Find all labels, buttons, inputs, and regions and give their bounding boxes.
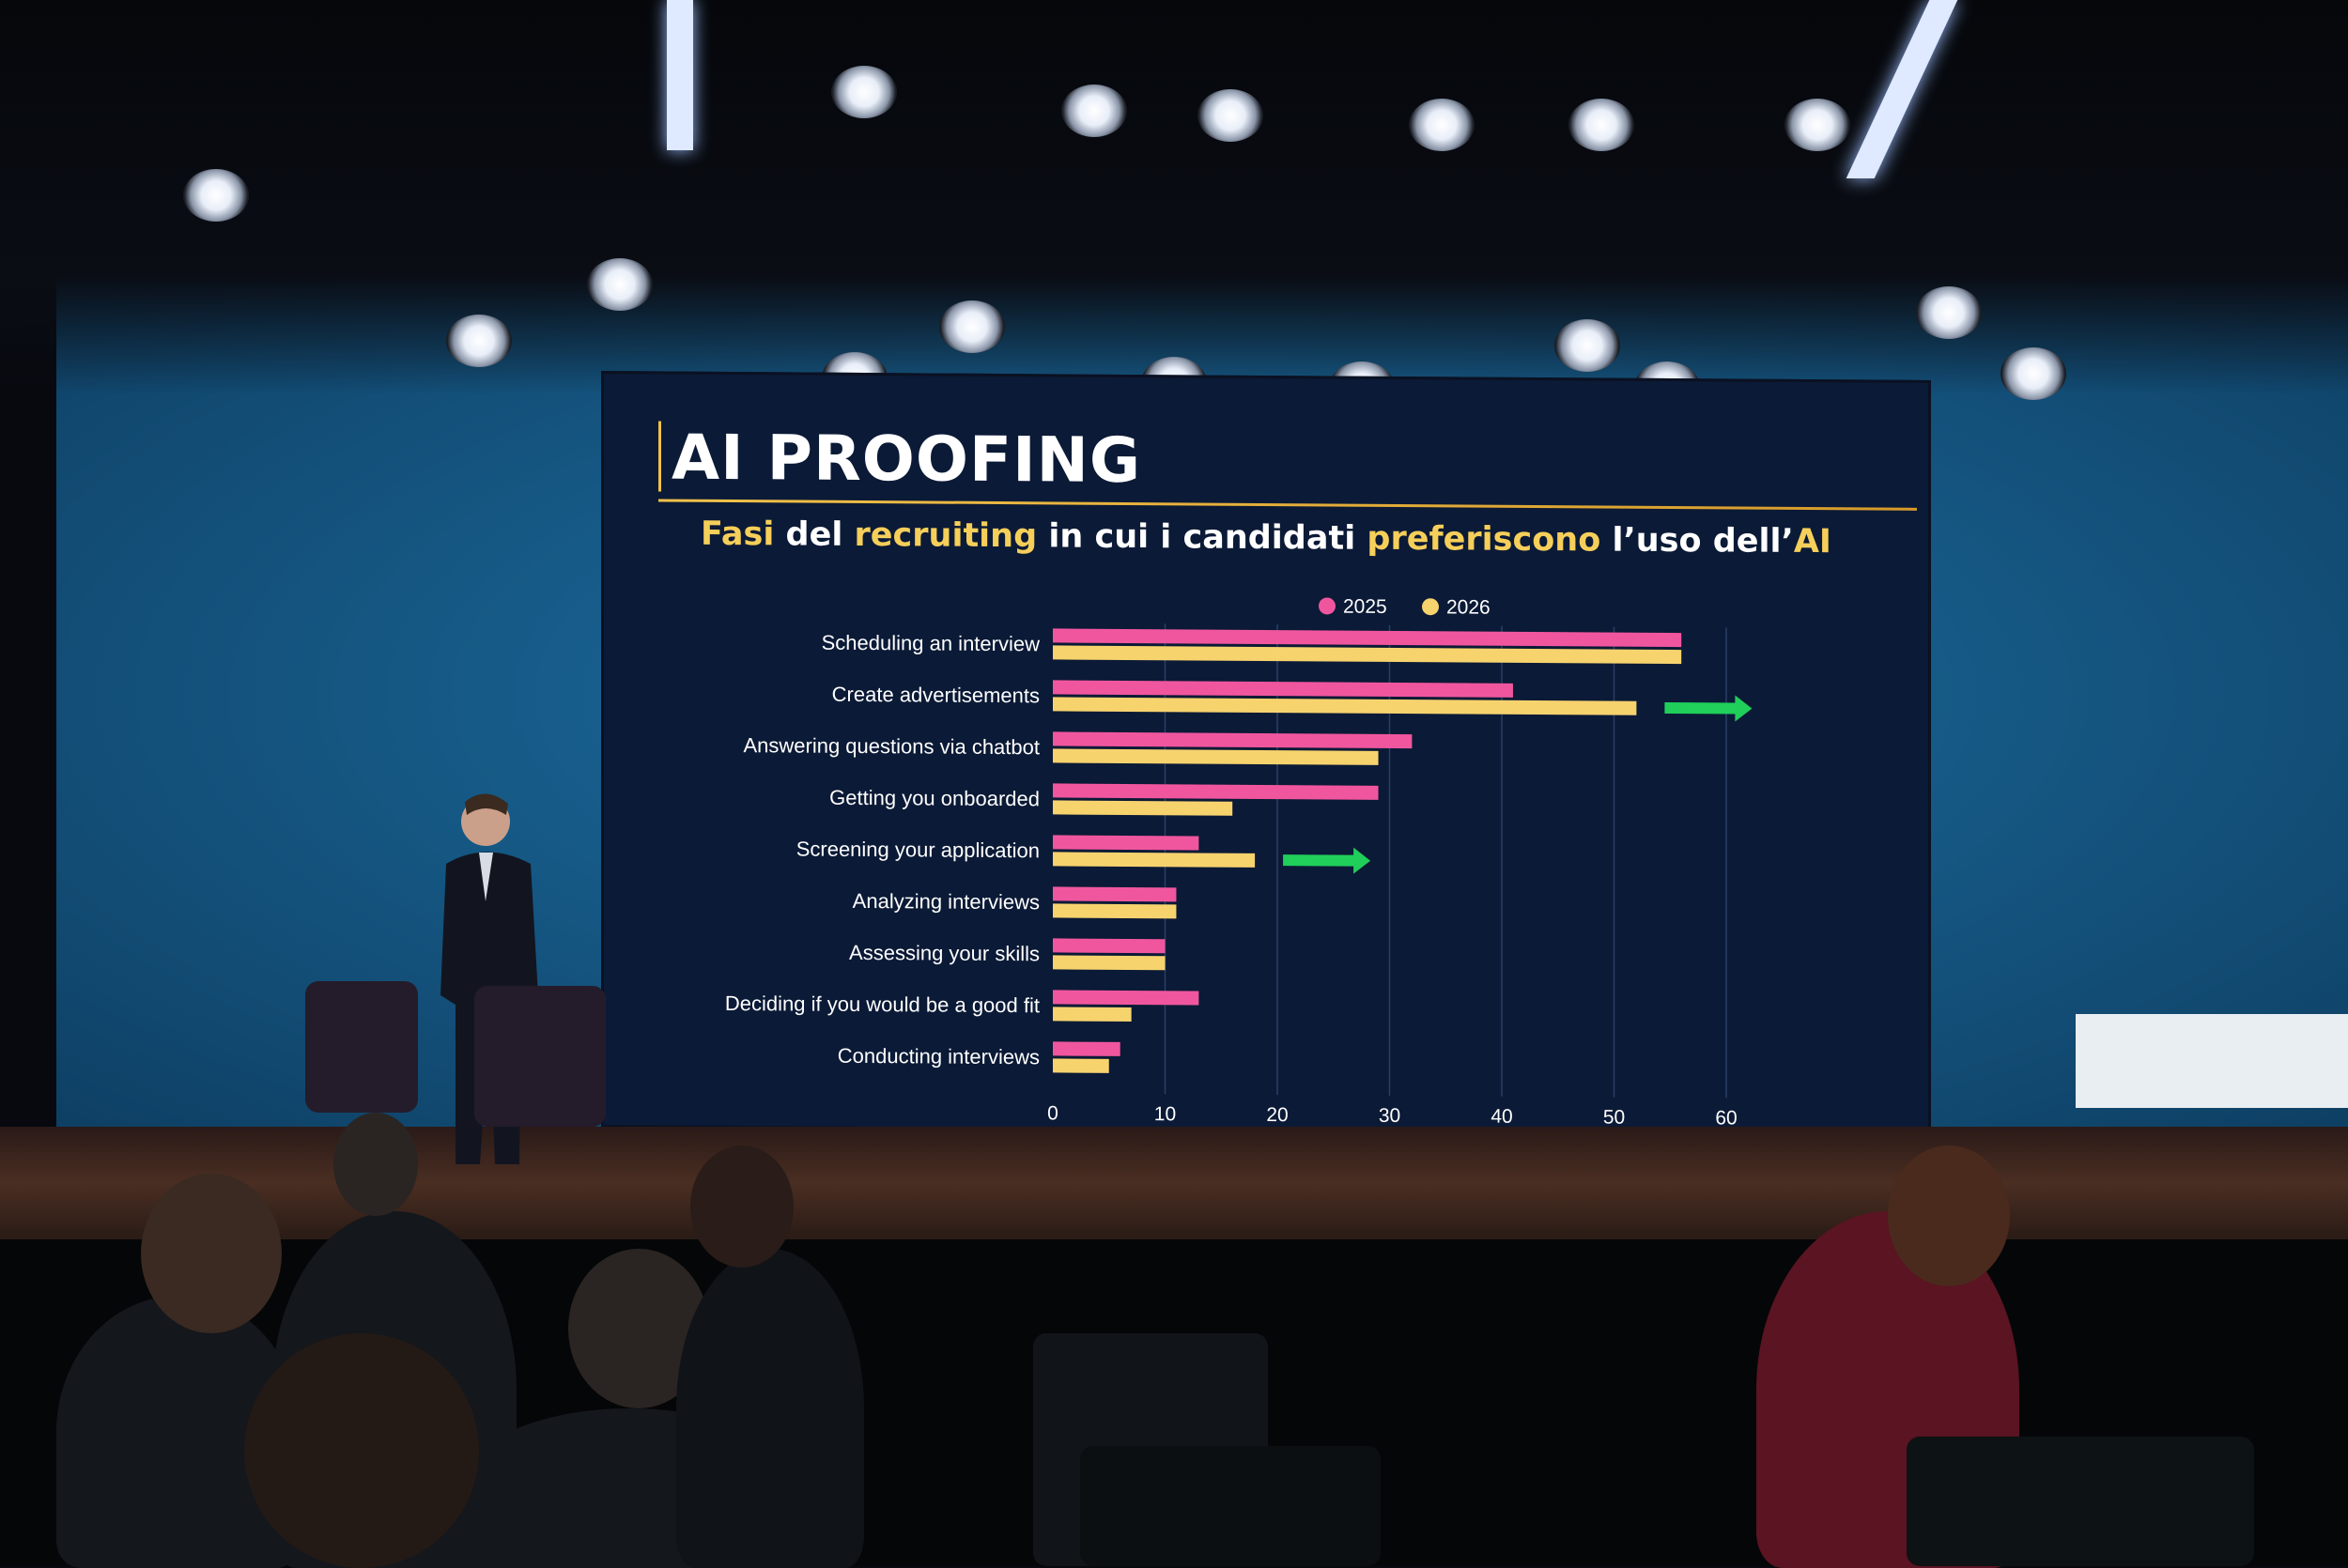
stage-light	[183, 169, 249, 222]
x-tick-label: 30	[1379, 1105, 1400, 1127]
bar-2025	[1053, 783, 1379, 800]
stage-light	[1197, 89, 1263, 142]
category-label: Analyzing interviews	[853, 889, 1040, 914]
bar-2025	[1053, 628, 1682, 648]
category-label: Create advertisements	[832, 683, 1040, 708]
green-arrow-icon	[1664, 695, 1753, 722]
stage-light	[1916, 286, 1982, 339]
x-tick-label: 10	[1154, 1103, 1176, 1125]
award-table	[2076, 1014, 2348, 1108]
stage-light	[831, 66, 897, 118]
bar-2025	[1053, 938, 1166, 954]
audience-chair	[1080, 1446, 1381, 1566]
bar-2025	[1053, 886, 1177, 902]
bar-2026	[1053, 1058, 1109, 1073]
x-tick-label: 50	[1603, 1107, 1625, 1129]
stage-light	[1784, 99, 1850, 151]
bar-2026	[1053, 645, 1682, 665]
bar-2026	[1053, 903, 1177, 919]
category-label: Answering questions via chatbot	[743, 733, 1040, 759]
stage-light	[587, 258, 653, 311]
armchair	[305, 981, 418, 1113]
category-label: Scheduling an interview	[822, 631, 1040, 656]
bar-2025	[1053, 990, 1199, 1006]
bar-chart: 0 10 20 30 40 50 60 2025 2026 Scheduling an inter…	[725, 596, 1753, 1130]
stage-light	[446, 315, 512, 367]
arrow-shape	[1283, 847, 1371, 874]
green-arrow-icon	[1283, 847, 1371, 874]
audience-head	[141, 1174, 282, 1333]
x-tick-label: 40	[1491, 1106, 1512, 1128]
bar-2025	[1053, 680, 1513, 698]
audience-chair	[1907, 1437, 2254, 1566]
arrow-shape	[1664, 695, 1753, 722]
legend-label: 2026	[1446, 596, 1491, 618]
armchair	[474, 986, 606, 1127]
stage-light	[1409, 99, 1475, 151]
ceiling-rig	[0, 0, 2348, 394]
stage-light	[2000, 347, 2066, 400]
bar-2026	[1053, 955, 1166, 971]
legend-marker	[1422, 598, 1439, 616]
bar-2026	[1053, 800, 1233, 816]
x-tick-label: 60	[1715, 1107, 1737, 1129]
category-label: Getting you onboarded	[829, 786, 1040, 811]
category-label: Assessing your skills	[849, 941, 1040, 965]
category-label: Conducting interviews	[838, 1044, 1040, 1069]
bar-2026	[1053, 748, 1379, 765]
x-tick-label: 20	[1266, 1104, 1288, 1126]
audience-head	[690, 1145, 794, 1268]
legend-label: 2025	[1343, 596, 1387, 618]
stage-light	[1061, 85, 1127, 137]
bar-2025	[1053, 835, 1199, 851]
audience-head	[333, 1113, 418, 1216]
audience-head	[244, 1333, 479, 1568]
x-tick-label: 0	[1047, 1102, 1058, 1124]
bar-2026	[1053, 1007, 1132, 1022]
category-label: Deciding if you would be a good fit	[725, 992, 1040, 1017]
bar-2026	[1053, 852, 1256, 868]
stage-light	[1568, 99, 1634, 151]
audience-head	[1888, 1145, 2010, 1286]
stage-light	[939, 300, 1005, 353]
bar-2026	[1053, 697, 1637, 715]
neon-strip-left	[667, 0, 693, 150]
presentation-screen: AI PROOFING Fasi del recruiting in cui i…	[601, 371, 1931, 1137]
legend-marker	[1319, 597, 1336, 615]
audience-member	[676, 1249, 864, 1568]
category-label: Screening your application	[796, 838, 1040, 863]
stage-light	[1554, 319, 1620, 372]
bar-2025	[1053, 731, 1413, 749]
bar-2025	[1053, 1041, 1120, 1056]
